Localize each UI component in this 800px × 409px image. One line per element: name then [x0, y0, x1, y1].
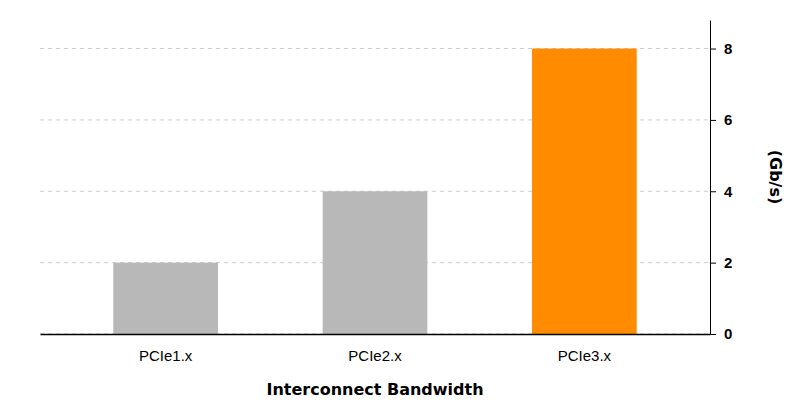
x-tick-label: PCIe3.x: [558, 347, 612, 364]
y-tick: 8: [710, 40, 732, 57]
x-tick: PCIe1.x: [139, 347, 193, 364]
grid: [40, 49, 710, 334]
y-tick-mark: [710, 263, 716, 264]
y-tick: 6: [710, 111, 732, 128]
y-tick-label: 0: [724, 325, 732, 342]
x-axis-line: [41, 334, 711, 336]
y-tick: 4: [710, 183, 733, 200]
chart: PCIe1.x PCIe2.x PCIe3.x 0 2 4 6 8 Interconnect B…: [0, 0, 800, 409]
bar: [323, 191, 428, 334]
x-tick: PCIe2.x: [348, 347, 402, 364]
x-axis: PCIe1.x PCIe2.x PCIe3.x: [41, 335, 711, 364]
y-axis-line: [710, 21, 711, 335]
y-tick-mark: [710, 191, 716, 192]
bars: [113, 49, 636, 334]
y-tick-label: 6: [724, 111, 732, 128]
plot: PCIe1.x PCIe2.x PCIe3.x 0 2 4 6 8: [40, 21, 733, 364]
bar: [113, 263, 218, 334]
y-axis: 0 2 4 6 8: [710, 21, 733, 343]
x-axis-title: Interconnect Bandwidth: [266, 380, 483, 399]
y-tick-mark: [710, 49, 716, 50]
x-tick: PCIe3.x: [558, 347, 612, 364]
y-axis-title: (Gb/s): [766, 150, 785, 205]
y-tick-mark: [710, 334, 716, 335]
y-tick: 0: [710, 325, 732, 342]
bar: [532, 49, 637, 334]
x-tick-label: PCIe1.x: [139, 347, 193, 364]
y-tick-label: 4: [724, 183, 733, 200]
y-tick-label: 8: [724, 40, 732, 57]
y-tick-mark: [710, 120, 716, 121]
y-tick-label: 2: [724, 254, 732, 271]
y-tick: 2: [710, 254, 732, 271]
x-tick-label: PCIe2.x: [348, 347, 402, 364]
